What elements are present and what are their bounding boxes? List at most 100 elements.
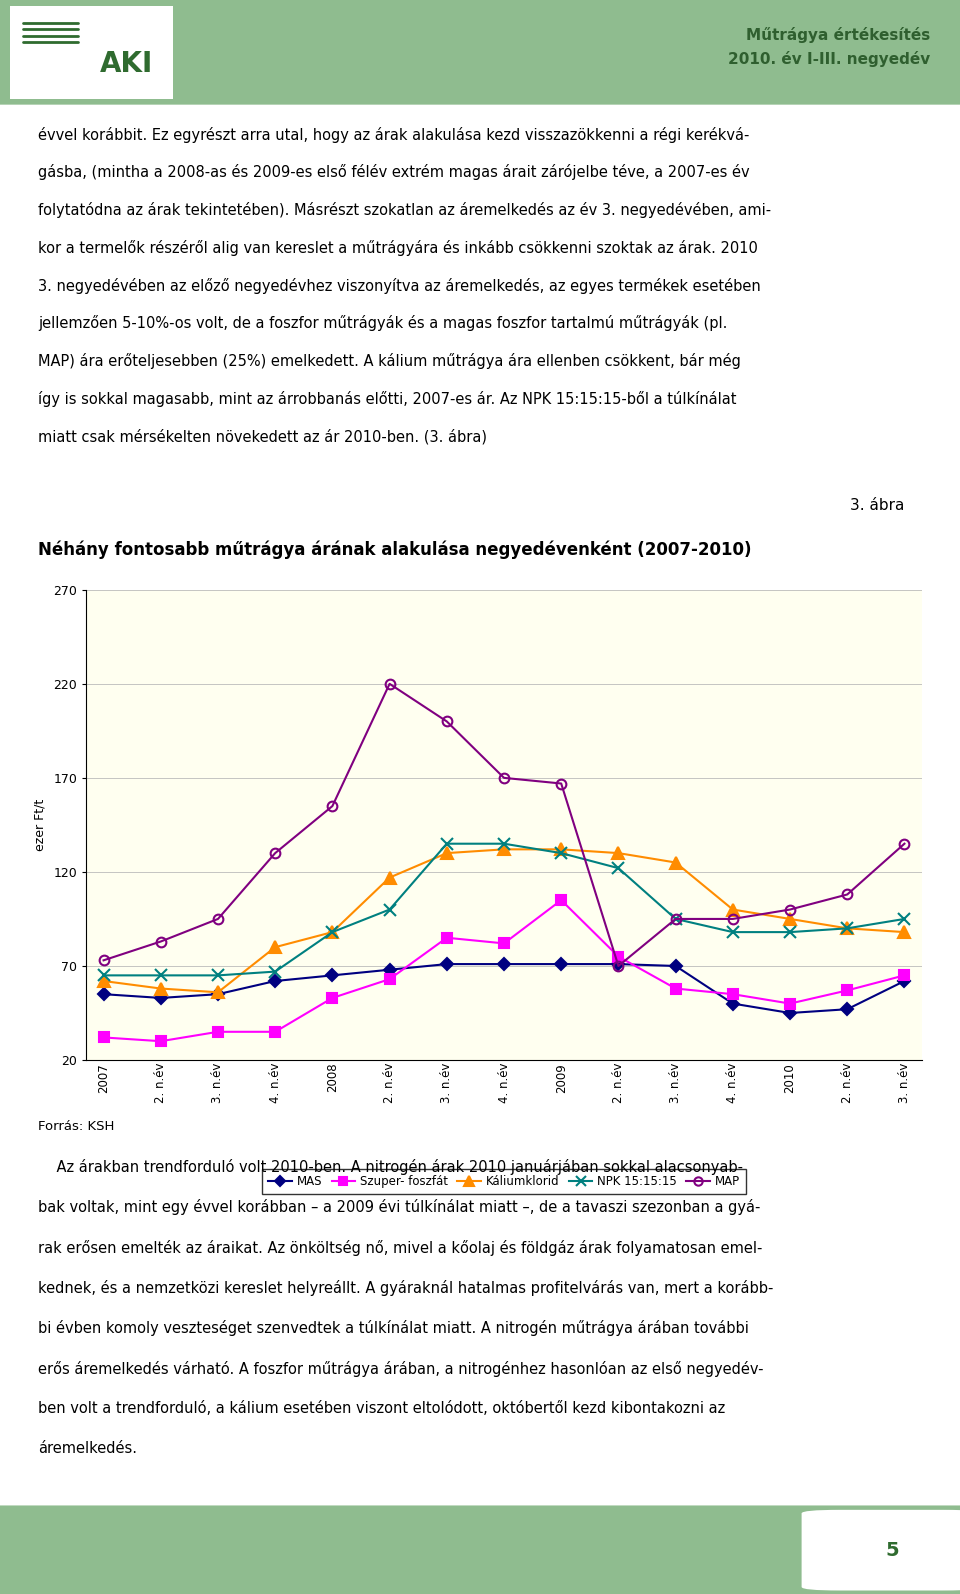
MAS bbox=[670, 956, 682, 976]
NPK 15:15:15 bbox=[498, 834, 510, 853]
NPK 15:15:15 bbox=[212, 966, 224, 985]
MAS bbox=[498, 955, 510, 974]
Szuper- foszfát bbox=[670, 979, 682, 998]
MAS bbox=[612, 955, 624, 974]
Text: így is sokkal magasabb, mint az árrobbanás előtti, 2007-es ár. Az NPK 15:15:15-b: így is sokkal magasabb, mint az árrobban… bbox=[38, 391, 737, 406]
MAS bbox=[784, 1004, 796, 1023]
NPK 15:15:15 bbox=[384, 901, 396, 920]
Line: Káliumklorid: Káliumklorid bbox=[98, 843, 910, 998]
Szuper- foszfát bbox=[727, 985, 738, 1004]
MAP bbox=[441, 713, 452, 732]
NPK 15:15:15 bbox=[270, 963, 281, 982]
Text: Forrás: KSH: Forrás: KSH bbox=[38, 1121, 115, 1133]
Szuper- foszfát bbox=[842, 980, 853, 999]
Text: bak voltak, mint egy évvel korábban – a 2009 évi túlkínálat miatt –, de a tavasz: bak voltak, mint egy évvel korábban – a … bbox=[38, 1199, 760, 1215]
Káliumklorid bbox=[155, 979, 166, 998]
Szuper- foszfát bbox=[326, 988, 338, 1007]
Line: Szuper- foszfát: Szuper- foszfát bbox=[99, 896, 909, 1046]
MAP bbox=[98, 950, 109, 969]
MAS bbox=[899, 971, 910, 990]
Legend: MAS, Szuper- foszfát, Káliumklorid, NPK 15:15:15, MAP: MAS, Szuper- foszfát, Káliumklorid, NPK … bbox=[262, 1170, 746, 1194]
Káliumklorid bbox=[612, 843, 624, 862]
Text: miatt csak mérsékelten növekedett az ár 2010-ben. (3. ábra): miatt csak mérsékelten növekedett az ár … bbox=[38, 429, 488, 445]
Text: 5: 5 bbox=[885, 1541, 899, 1559]
Szuper- foszfát bbox=[270, 1022, 281, 1041]
NPK 15:15:15 bbox=[441, 834, 452, 853]
Text: Néhány fontosabb műtrágya árának alakulása negyedévenként (2007-2010): Néhány fontosabb műtrágya árának alakulá… bbox=[38, 540, 752, 559]
Káliumklorid bbox=[498, 840, 510, 859]
MAS bbox=[270, 971, 281, 990]
Káliumklorid bbox=[98, 971, 109, 990]
MAS bbox=[155, 988, 166, 1007]
Line: NPK 15:15:15: NPK 15:15:15 bbox=[98, 838, 910, 980]
MAP bbox=[326, 797, 338, 816]
Text: bi évben komoly veszteséget szenvedtek a túlkínálat miatt. A nitrogén műtrágya á: bi évben komoly veszteséget szenvedtek a… bbox=[38, 1320, 749, 1336]
Szuper- foszfát bbox=[612, 947, 624, 966]
Szuper- foszfát bbox=[441, 928, 452, 947]
Text: AKI: AKI bbox=[100, 49, 153, 78]
Text: Műtrágya értékesítés
2010. év I-III. negyedév: Műtrágya értékesítés 2010. év I-III. neg… bbox=[729, 27, 930, 67]
Káliumklorid bbox=[326, 923, 338, 942]
Káliumklorid bbox=[212, 983, 224, 1003]
MAP bbox=[727, 909, 738, 928]
Text: MAP) ára erőteljesebben (25%) emelkedett. A kálium műtrágya ára ellenben csökken: MAP) ára erőteljesebben (25%) emelkedett… bbox=[38, 354, 741, 370]
Line: MAP: MAP bbox=[99, 679, 909, 971]
Y-axis label: ezer Ft/t: ezer Ft/t bbox=[34, 799, 46, 851]
NPK 15:15:15 bbox=[784, 923, 796, 942]
FancyBboxPatch shape bbox=[0, 1505, 960, 1594]
NPK 15:15:15 bbox=[670, 909, 682, 928]
MAS bbox=[384, 960, 396, 979]
Text: rak erősen emelték az áraikat. Az önköltség nő, mivel a kőolaj és földgáz árak f: rak erősen emelték az áraikat. Az önkölt… bbox=[38, 1240, 763, 1256]
MAP bbox=[270, 843, 281, 862]
Káliumklorid bbox=[899, 923, 910, 942]
Text: kednek, és a nemzetközi kereslet helyreállt. A gyáraknál hatalmas profitelvárás : kednek, és a nemzetközi kereslet helyreá… bbox=[38, 1280, 774, 1296]
MAP bbox=[612, 956, 624, 976]
Text: gásba, (mintha a 2008-as és 2009-es első félév extrém magas árait zárójelbe téve: gásba, (mintha a 2008-as és 2009-es első… bbox=[38, 164, 750, 180]
MAP bbox=[498, 768, 510, 787]
FancyBboxPatch shape bbox=[5, 3, 178, 102]
Káliumklorid bbox=[727, 901, 738, 920]
Káliumklorid bbox=[670, 853, 682, 872]
Káliumklorid bbox=[784, 909, 796, 928]
Text: 3. negyedévében az előző negyedévhez viszonyítva az áremelkedés, az egyes termék: 3. negyedévében az előző negyedévhez vis… bbox=[38, 277, 761, 293]
MAP bbox=[899, 834, 910, 853]
Text: erős áremelkedés várható. A foszfor műtrágya árában, a nitrogénhez hasonlóan az : erős áremelkedés várható. A foszfor műtr… bbox=[38, 1361, 764, 1377]
MAP bbox=[384, 674, 396, 693]
Szuper- foszfát bbox=[556, 891, 567, 910]
NPK 15:15:15 bbox=[842, 918, 853, 937]
Szuper- foszfát bbox=[899, 966, 910, 985]
MAP bbox=[784, 901, 796, 920]
FancyBboxPatch shape bbox=[802, 1510, 960, 1591]
Text: jellemzően 5-10%-os volt, de a foszfor műtrágyák és a magas foszfor tartalmú műt: jellemzően 5-10%-os volt, de a foszfor m… bbox=[38, 316, 728, 332]
Text: áremelkedés.: áremelkedés. bbox=[38, 1441, 137, 1457]
FancyBboxPatch shape bbox=[0, 0, 960, 105]
Káliumklorid bbox=[842, 918, 853, 937]
MAS bbox=[326, 966, 338, 985]
NPK 15:15:15 bbox=[727, 923, 738, 942]
Szuper- foszfát bbox=[155, 1031, 166, 1050]
MAS bbox=[727, 995, 738, 1014]
NPK 15:15:15 bbox=[326, 923, 338, 942]
Text: 3. ábra: 3. ábra bbox=[850, 497, 904, 513]
MAP bbox=[556, 775, 567, 794]
MAP bbox=[212, 909, 224, 928]
MAP bbox=[842, 885, 853, 904]
NPK 15:15:15 bbox=[612, 859, 624, 878]
Szuper- foszfát bbox=[784, 995, 796, 1014]
Text: folytatódna az árak tekintetében). Másrészt szokatlan az áremelkedés az év 3. ne: folytatódna az árak tekintetében). Másré… bbox=[38, 202, 772, 218]
Line: MAS: MAS bbox=[100, 960, 908, 1017]
Káliumklorid bbox=[441, 843, 452, 862]
Szuper- foszfát bbox=[212, 1022, 224, 1041]
Text: kor a termelők részéről alig van kereslet a műtrágyára és inkább csökkenni szokt: kor a termelők részéről alig van keresle… bbox=[38, 241, 758, 257]
MAS bbox=[98, 985, 109, 1004]
MAP bbox=[670, 909, 682, 928]
Text: évvel korábbit. Ez egyrészt arra utal, hogy az árak alakulása kezd visszazökkenn: évvel korábbit. Ez egyrészt arra utal, h… bbox=[38, 128, 750, 143]
MAP bbox=[155, 932, 166, 952]
Káliumklorid bbox=[270, 937, 281, 956]
MAS bbox=[556, 955, 567, 974]
Szuper- foszfát bbox=[98, 1028, 109, 1047]
NPK 15:15:15 bbox=[556, 843, 567, 862]
NPK 15:15:15 bbox=[899, 909, 910, 928]
NPK 15:15:15 bbox=[155, 966, 166, 985]
Káliumklorid bbox=[384, 869, 396, 888]
